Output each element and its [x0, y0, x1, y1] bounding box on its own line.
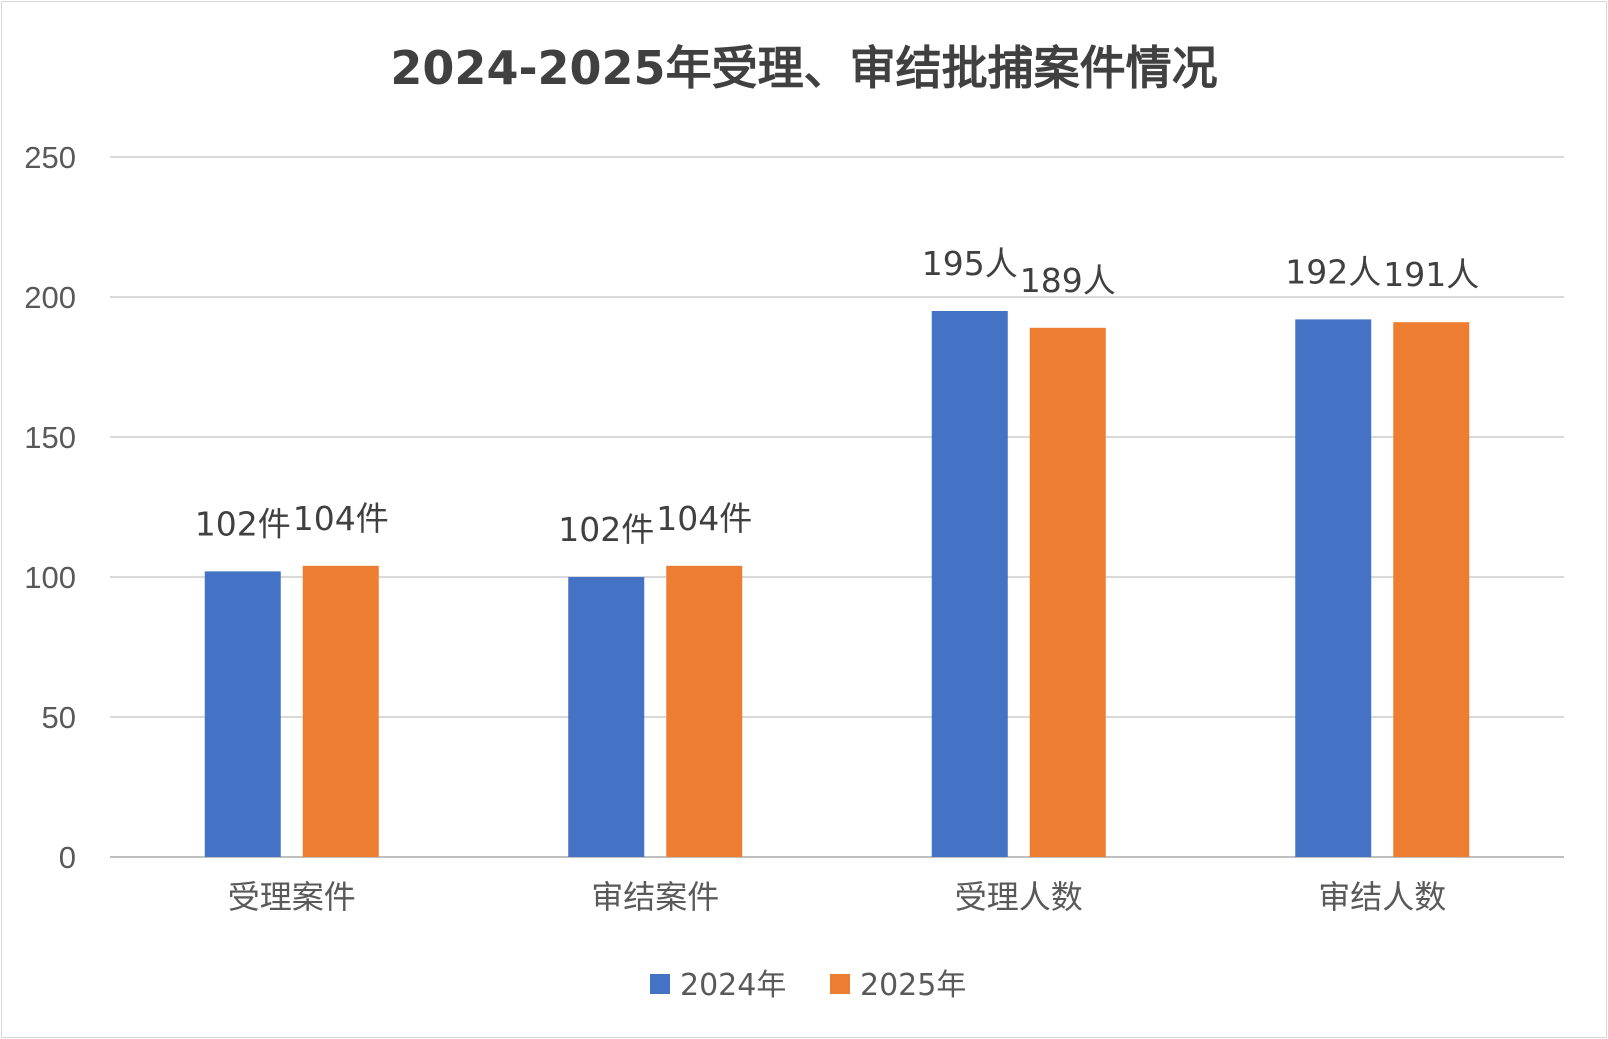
chart-title: 2024-2025年受理、审结批捕案件情况	[390, 41, 1217, 95]
y-tick-label: 0	[59, 840, 76, 875]
bar-series1-4	[1295, 319, 1372, 857]
legend: 2024年 2025年	[650, 968, 966, 1003]
bar-series1-2	[568, 577, 645, 857]
data-label: 104件	[656, 499, 752, 538]
y-tick-label: 150	[24, 420, 76, 455]
bar-series2-2	[666, 565, 743, 857]
data-label: 102件	[195, 504, 291, 543]
x-tick-label: 审结案件	[591, 878, 719, 916]
x-tick-label: 受理人数	[955, 878, 1083, 916]
legend-swatch	[650, 974, 670, 994]
bars	[204, 311, 1470, 857]
legend-label: 2025年	[860, 968, 966, 1003]
bar-series2-4	[1393, 322, 1470, 857]
y-tick-label: 50	[42, 700, 76, 735]
bar-series1-1	[204, 571, 281, 857]
y-tick-label: 250	[24, 140, 76, 175]
legend-label: 2024年	[680, 968, 786, 1003]
data-label: 189人	[1020, 261, 1116, 300]
y-tick-label: 100	[24, 560, 76, 595]
y-tick-label: 200	[24, 280, 76, 315]
bar-series2-1	[302, 565, 379, 857]
data-label: 104件	[293, 499, 389, 538]
x-tick-label: 受理案件	[228, 878, 356, 916]
y-axis-ticks: 0 50 100 150 200 250	[24, 140, 76, 875]
bar-series1-3	[931, 311, 1008, 857]
legend-swatch	[830, 974, 850, 994]
data-label: 102件	[558, 510, 654, 549]
bar-series2-3	[1029, 327, 1106, 857]
data-label: 192人	[1285, 252, 1381, 291]
x-tick-label: 审结人数	[1318, 878, 1446, 916]
data-label: 191人	[1383, 255, 1479, 294]
x-axis-ticks: 受理案件 审结案件 受理人数 审结人数	[228, 878, 1447, 916]
data-label: 195人	[922, 244, 1018, 283]
